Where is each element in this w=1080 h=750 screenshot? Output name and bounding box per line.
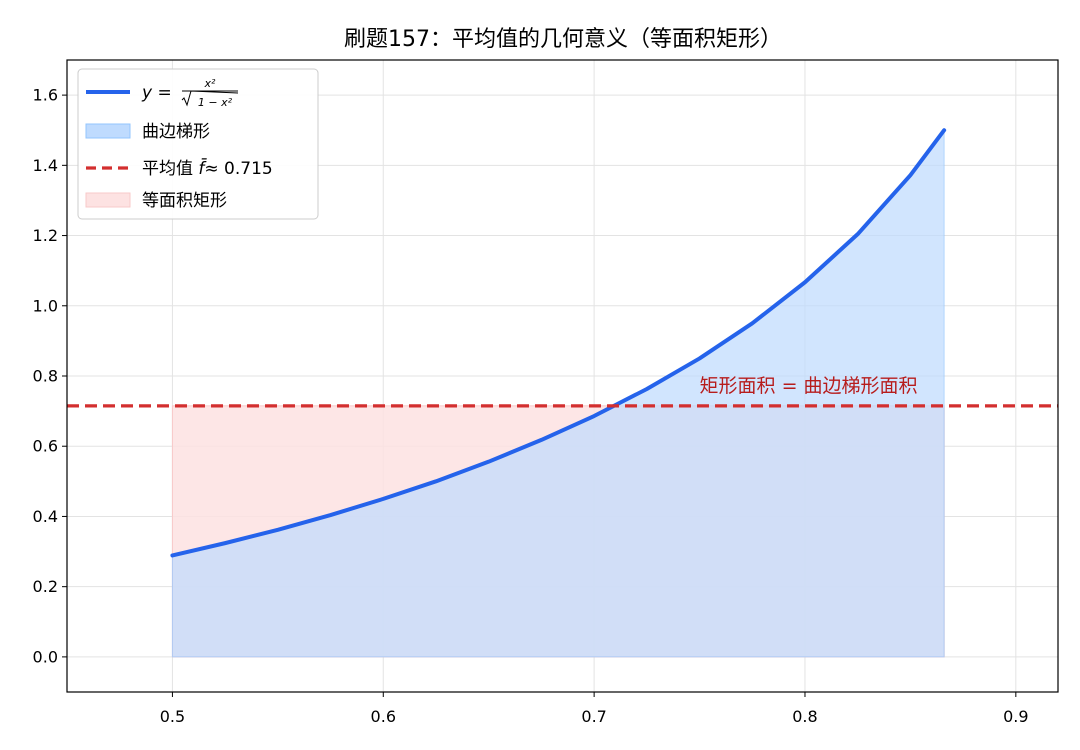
y-tick-label: 1.6: [33, 86, 58, 105]
y-tick-label: 0.0: [33, 647, 58, 666]
x-tick-label: 0.6: [371, 707, 396, 726]
y-tick-label: 0.4: [33, 507, 58, 526]
y-tick-label: 1.0: [33, 296, 58, 315]
legend-box: [77, 68, 319, 220]
legend-label-curve: y =: [141, 83, 172, 103]
legend-label-rectangle: 等面积矩形: [142, 191, 227, 211]
y-tick-label: 0.2: [33, 577, 58, 596]
x-tick-label: 0.8: [792, 707, 817, 726]
legend-handle-rectangle: [85, 192, 131, 208]
chart-title: 刷题157：平均值的几何意义（等面积矩形）: [344, 27, 782, 52]
y-tick-label: 0.6: [33, 437, 58, 456]
x-tick-label: 0.9: [1003, 707, 1028, 726]
y-tick-label: 1.2: [33, 226, 58, 245]
annotation-label: 矩形面积 = 曲边梯形面积: [700, 375, 918, 397]
legend-fraction-denominator: 1 − x²: [198, 96, 233, 109]
axis-ticks: 0.5 0.6 0.7 0.8 0.9 0.0 0.2 0.4 0.6 0.8 1.0 1.2 1.4 1…: [33, 86, 1029, 726]
legend-label-mean: 平均值 f̄≈ 0.715: [142, 157, 273, 179]
y-tick-label: 0.8: [33, 367, 58, 386]
legend-fraction-numerator: x²: [204, 77, 217, 90]
plot-data: 矩形面积 = 曲边梯形面积: [67, 128, 1058, 658]
x-tick-label: 0.5: [160, 707, 185, 726]
legend-handle-area: [85, 123, 131, 139]
curve-line: [170, 128, 947, 558]
legend-label-area: 曲边梯形: [142, 122, 210, 142]
y-tick-label: 1.4: [33, 156, 58, 175]
legend-sqrt-sign: [181, 90, 239, 107]
x-tick-label: 0.7: [581, 707, 606, 726]
